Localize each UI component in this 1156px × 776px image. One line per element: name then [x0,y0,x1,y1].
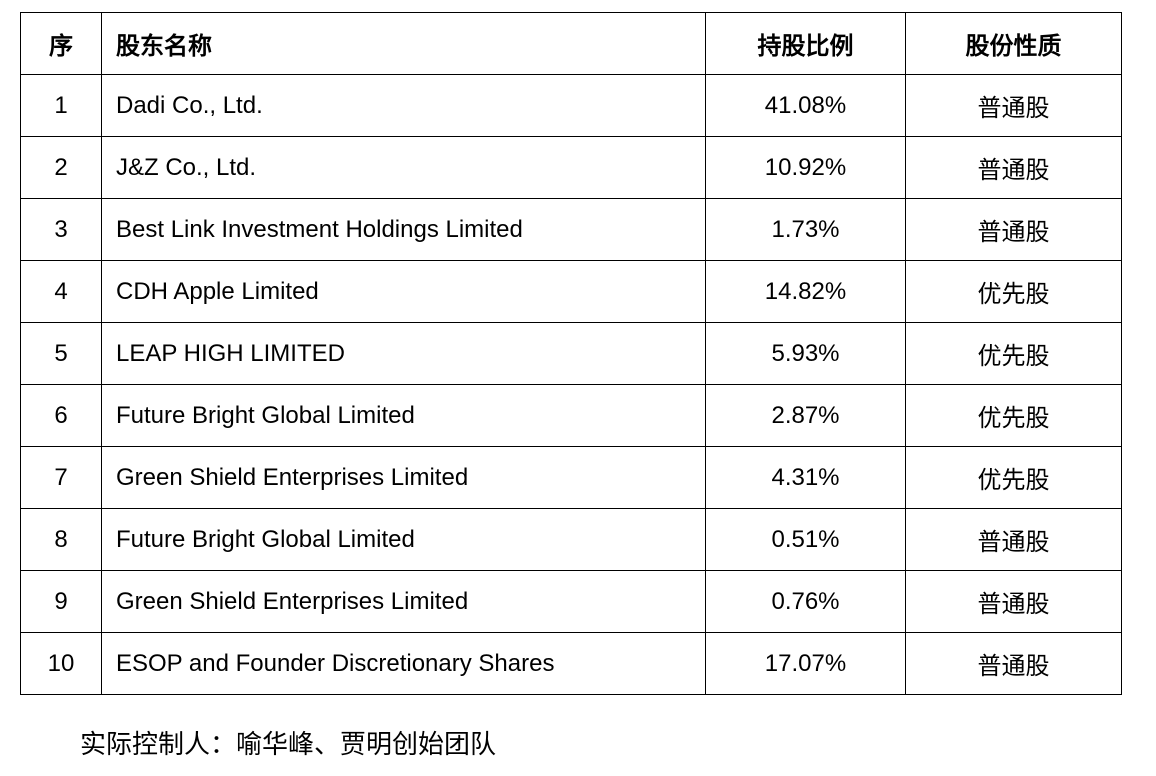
cell-name: Green Shield Enterprises Limited [101,446,706,509]
cell-type: 普通股 [905,198,1122,261]
table-row: 10 ESOP and Founder Discretionary Shares… [20,632,1122,695]
cell-type: 优先股 [905,446,1122,509]
cell-type: 普通股 [905,632,1122,695]
cell-index: 10 [20,632,102,695]
table-row: 9 Green Shield Enterprises Limited 0.76%… [20,570,1122,633]
table-row: 7 Green Shield Enterprises Limited 4.31%… [20,446,1122,509]
cell-ratio: 41.08% [705,74,906,137]
table-body: 1 Dadi Co., Ltd. 41.08% 普通股 2 J&Z Co., L… [20,74,1122,695]
header-row: 序 股东名称 持股比例 股份性质 [20,12,1122,75]
cell-index: 2 [20,136,102,199]
table-row: 8 Future Bright Global Limited 0.51% 普通股 [20,508,1122,571]
cell-ratio: 10.92% [705,136,906,199]
cell-type: 优先股 [905,384,1122,447]
header-type: 股份性质 [905,12,1122,75]
actual-controller-note: 实际控制人：喻华峰、贾明创始团队 [80,730,497,760]
cell-ratio: 14.82% [705,260,906,323]
cell-index: 1 [20,74,102,137]
cell-name: ESOP and Founder Discretionary Shares [101,632,706,695]
cell-index: 9 [20,570,102,633]
table-row: 1 Dadi Co., Ltd. 41.08% 普通股 [20,74,1122,137]
shareholder-table: 序 股东名称 持股比例 股份性质 1 Dadi Co., Ltd. 41.08%… [20,12,1122,695]
cell-ratio: 17.07% [705,632,906,695]
cell-name: J&Z Co., Ltd. [101,136,706,199]
cell-type: 普通股 [905,570,1122,633]
table-row: 3 Best Link Investment Holdings Limited … [20,198,1122,261]
cell-ratio: 1.73% [705,198,906,261]
table-header: 序 股东名称 持股比例 股份性质 [20,12,1122,75]
cell-type: 优先股 [905,322,1122,385]
header-ratio: 持股比例 [705,12,906,75]
cell-name: Green Shield Enterprises Limited [101,570,706,633]
cell-type: 普通股 [905,136,1122,199]
cell-index: 8 [20,508,102,571]
table-row: 2 J&Z Co., Ltd. 10.92% 普通股 [20,136,1122,199]
cell-index: 7 [20,446,102,509]
header-index: 序 [20,12,102,75]
cell-ratio: 0.51% [705,508,906,571]
cell-ratio: 2.87% [705,384,906,447]
table-row: 6 Future Bright Global Limited 2.87% 优先股 [20,384,1122,447]
cell-index: 6 [20,384,102,447]
cell-type: 优先股 [905,260,1122,323]
cell-ratio: 5.93% [705,322,906,385]
cell-ratio: 0.76% [705,570,906,633]
cell-type: 普通股 [905,508,1122,571]
cell-name: Best Link Investment Holdings Limited [101,198,706,261]
cell-name: Future Bright Global Limited [101,384,706,447]
cell-name: Future Bright Global Limited [101,508,706,571]
cell-name: CDH Apple Limited [101,260,706,323]
cell-ratio: 4.31% [705,446,906,509]
table-row: 5 LEAP HIGH LIMITED 5.93% 优先股 [20,322,1122,385]
cell-name: LEAP HIGH LIMITED [101,322,706,385]
cell-index: 4 [20,260,102,323]
cell-index: 5 [20,322,102,385]
cell-type: 普通股 [905,74,1122,137]
cell-name: Dadi Co., Ltd. [101,74,706,137]
header-name: 股东名称 [101,12,706,75]
table-row: 4 CDH Apple Limited 14.82% 优先股 [20,260,1122,323]
cell-index: 3 [20,198,102,261]
